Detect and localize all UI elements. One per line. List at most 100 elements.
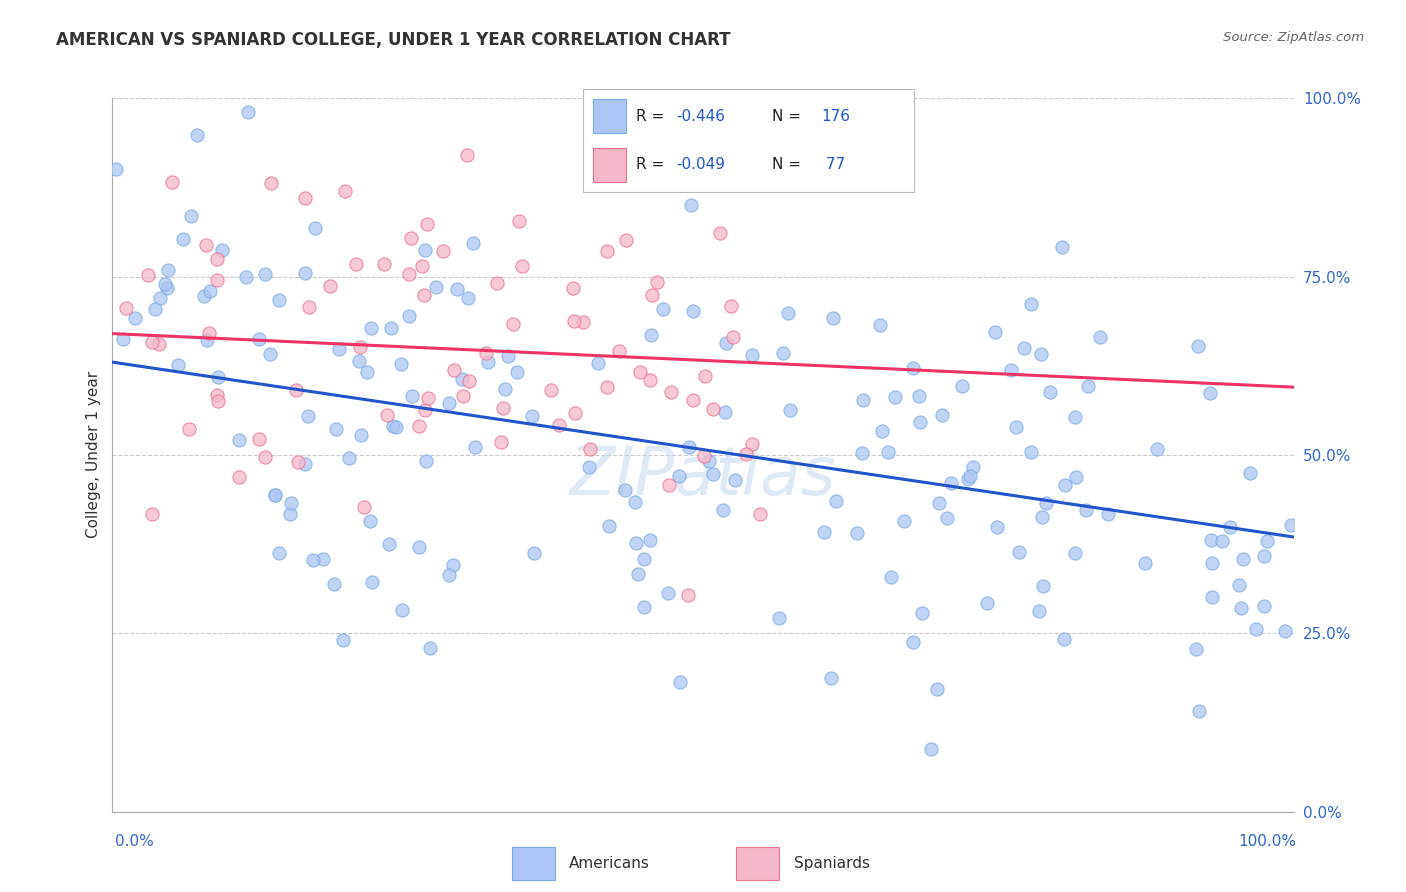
Point [616, 233, 638, 247]
Point [111, 332, 134, 346]
Point [356, 365, 378, 379]
Point [385, 420, 408, 434]
Point [287, 455, 309, 469]
Point [638, 533, 661, 548]
Point [1031, 509, 1053, 524]
Point [697, 453, 720, 467]
Point [523, 546, 546, 560]
Text: 176: 176 [821, 109, 851, 124]
Point [408, 540, 430, 554]
Point [768, 611, 790, 625]
FancyBboxPatch shape [737, 847, 779, 880]
Point [645, 275, 668, 289]
Point [1211, 533, 1233, 548]
Point [1201, 590, 1223, 604]
Text: Spaniards: Spaniards [794, 855, 870, 871]
Point [779, 402, 801, 417]
Point [741, 348, 763, 362]
Point [294, 191, 316, 205]
Point [1039, 384, 1062, 399]
Point [1032, 579, 1054, 593]
Point [1012, 341, 1035, 355]
Point [297, 409, 319, 423]
Point [502, 318, 524, 332]
Point [124, 310, 146, 325]
Point [714, 335, 737, 350]
Point [485, 276, 508, 290]
Point [628, 364, 651, 378]
Point [195, 237, 218, 252]
Point [607, 343, 630, 358]
Text: N =: N = [772, 109, 806, 124]
Point [138, 268, 160, 282]
Point [195, 333, 218, 347]
Point [571, 315, 593, 329]
Text: N =: N = [772, 157, 806, 172]
Point [633, 552, 655, 566]
Point [920, 742, 942, 756]
Point [772, 346, 794, 360]
Point [911, 606, 934, 620]
Point [180, 209, 202, 223]
Point [950, 379, 973, 393]
FancyBboxPatch shape [512, 847, 555, 880]
Point [143, 302, 166, 317]
Point [333, 184, 356, 198]
Point [1256, 533, 1278, 548]
Point [825, 493, 848, 508]
Point [156, 280, 179, 294]
Point [264, 488, 287, 502]
Point [294, 457, 316, 471]
Point [1201, 557, 1223, 571]
Point [876, 445, 898, 459]
Point [389, 357, 412, 371]
Point [1052, 240, 1074, 254]
Point [373, 257, 395, 271]
Point [1019, 296, 1042, 310]
FancyBboxPatch shape [593, 148, 627, 181]
Point [1187, 339, 1209, 353]
Point [1074, 502, 1097, 516]
Point [884, 391, 907, 405]
Point [702, 401, 724, 416]
Point [596, 380, 619, 394]
Point [1219, 520, 1241, 534]
Point [679, 198, 702, 212]
Point [928, 496, 950, 510]
Point [870, 424, 893, 438]
Point [721, 330, 744, 344]
Point [361, 574, 384, 589]
Point [172, 232, 194, 246]
Point [411, 259, 433, 273]
Point [624, 535, 647, 549]
Point [925, 681, 948, 696]
Point [259, 347, 281, 361]
Text: ZIPatlas: ZIPatlas [569, 443, 837, 509]
Point [1005, 420, 1028, 434]
Point [413, 243, 436, 257]
Point [505, 365, 527, 379]
Point [734, 447, 756, 461]
Point [1064, 470, 1087, 484]
Point [939, 476, 962, 491]
Point [301, 553, 323, 567]
Point [235, 269, 257, 284]
Point [962, 459, 984, 474]
Point [156, 263, 179, 277]
Point [425, 280, 447, 294]
Point [401, 389, 423, 403]
Point [711, 503, 734, 517]
Point [339, 450, 361, 465]
Point [475, 345, 498, 359]
Point [432, 244, 454, 259]
Point [669, 675, 692, 690]
Point [658, 478, 681, 492]
Point [280, 496, 302, 510]
Point [1188, 704, 1211, 718]
Point [437, 568, 460, 582]
Point [439, 396, 461, 410]
Text: 0.0%: 0.0% [115, 834, 155, 849]
Point [598, 519, 620, 533]
Point [247, 332, 270, 346]
Point [494, 382, 516, 396]
